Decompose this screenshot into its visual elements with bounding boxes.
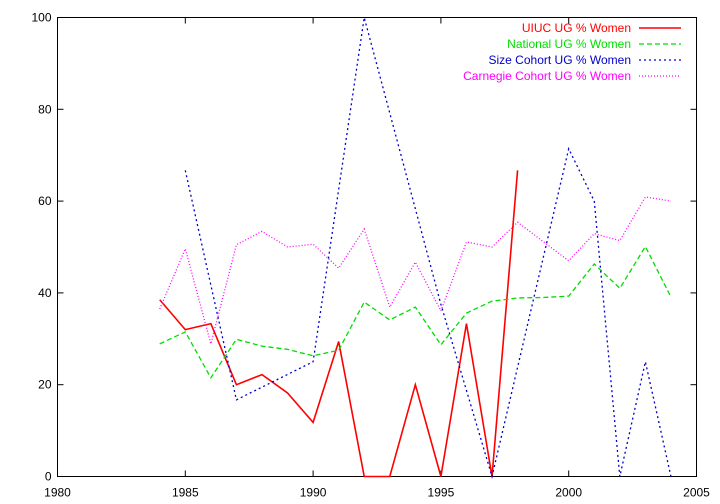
- series-line-1: [159, 170, 519, 478]
- y-tick-label: 40: [38, 286, 52, 300]
- y-tick-label: 60: [38, 194, 52, 208]
- legend-label-4: Carnegie Cohort UG % Women: [463, 69, 631, 83]
- y-tick-label: 20: [38, 378, 52, 392]
- x-axis: 1980 1985 1990 1995 2000 2005: [44, 17, 710, 500]
- legend-label-2: National UG % Women: [507, 37, 631, 51]
- x-tick-label: 2005: [683, 486, 710, 500]
- y-axis: 0 20 40 60 80 100: [31, 11, 697, 484]
- series-line-2: [159, 245, 672, 380]
- plot-frame: [57, 17, 697, 477]
- series-line-4: [159, 196, 672, 347]
- x-tick-label: 2000: [555, 486, 582, 500]
- x-tick-label: 1980: [44, 486, 71, 500]
- y-tick-label: 80: [38, 102, 52, 116]
- y-tick-label: 0: [45, 470, 52, 484]
- x-tick-label: 1995: [428, 486, 455, 500]
- legend: UIUC UG % Women National UG % Women Size C…: [463, 21, 681, 83]
- series-line-3: [184, 17, 672, 480]
- y-tick-label: 100: [31, 11, 51, 25]
- x-tick-label: 1985: [172, 486, 199, 500]
- legend-label-1: UIUC UG % Women: [522, 21, 631, 35]
- series-layer: [159, 17, 672, 480]
- x-tick-label: 1990: [300, 486, 327, 500]
- legend-label-3: Size Cohort UG % Women: [489, 53, 632, 67]
